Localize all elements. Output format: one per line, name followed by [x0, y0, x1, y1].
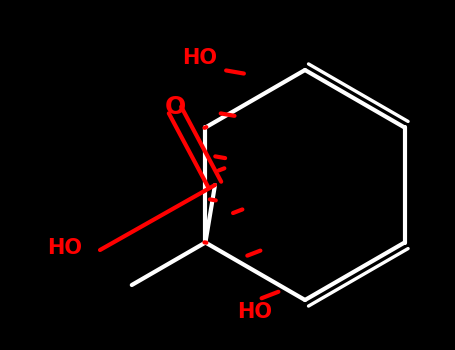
- Text: O: O: [164, 95, 186, 119]
- Text: HO: HO: [182, 48, 217, 68]
- Text: HO: HO: [47, 238, 82, 258]
- Text: HO: HO: [238, 302, 273, 322]
